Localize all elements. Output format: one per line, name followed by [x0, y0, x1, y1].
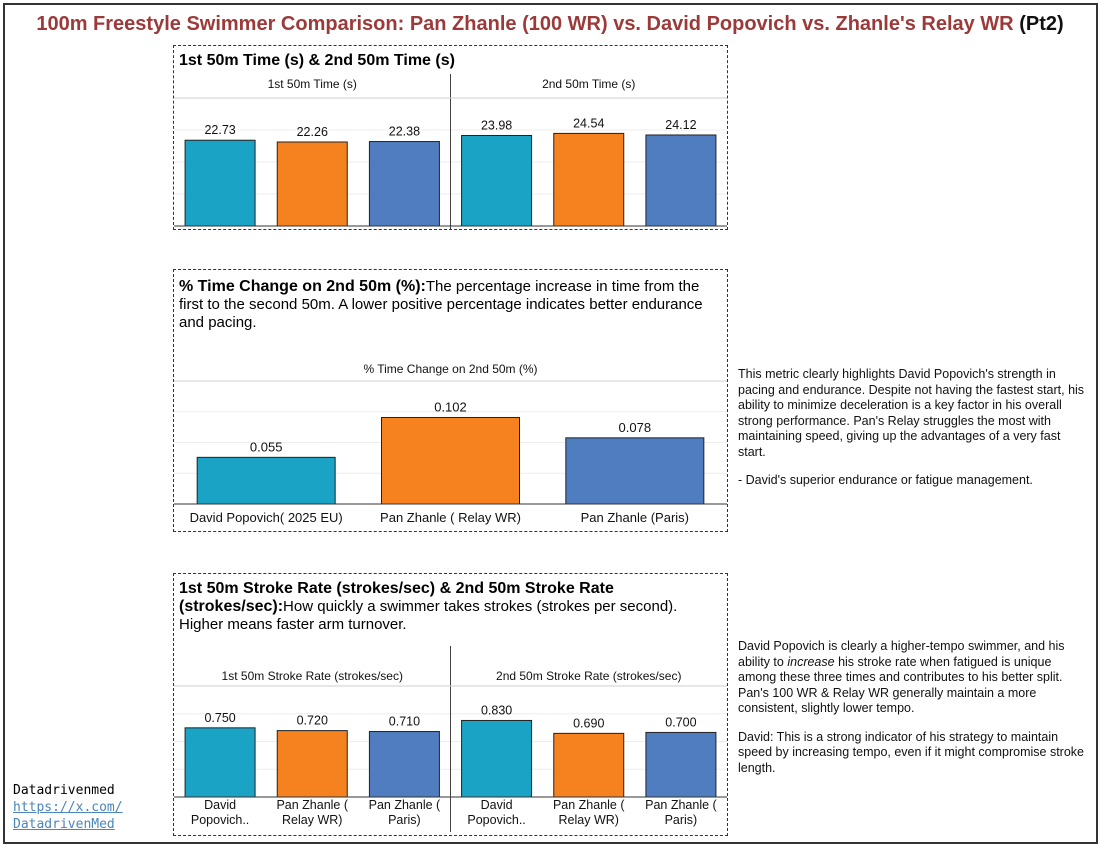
panel-pct-change: % Time Change on 2nd 50m (%):The percent…: [173, 269, 728, 532]
bar-value-label: 0.690: [573, 716, 604, 730]
category-label: Paris): [665, 813, 698, 827]
author-name: Datadrivenmed: [13, 783, 115, 798]
bar: [196, 456, 336, 505]
panel-header-label: 1st 50m Stroke Rate (strokes/sec): [222, 669, 403, 683]
bar-value-label: 0.102: [434, 399, 467, 414]
page-title: 100m Freestyle Swimmer Comparison: Pan Z…: [36, 13, 1064, 35]
bar-value-label: 0.720: [297, 714, 328, 728]
bar-value-label: 22.73: [204, 123, 235, 137]
bar: [184, 139, 256, 227]
panel-split-times-title: 1st 50m Time (s) & 2nd 50m Time (s): [179, 52, 455, 69]
category-label: David: [204, 798, 236, 812]
stroke-rate-note: David Popovich is clearly a higher-tempo…: [738, 639, 1088, 789]
bar: [381, 416, 520, 505]
category-label: Relay WR): [559, 813, 619, 827]
category-label: Paris): [388, 813, 421, 827]
bar-value-label: 0.078: [619, 420, 652, 435]
category-label: Popovich..: [467, 813, 525, 827]
panel-pct-change-title: % Time Change on 2nd 50m (%):The percent…: [179, 278, 703, 331]
bar: [645, 134, 717, 227]
pct-change-chart: % Time Change on 2nd 50m (%) 0.055 David P…: [174, 362, 727, 525]
bar-value-label: 0.700: [665, 715, 696, 729]
pct-note-paragraph-2: - David's superior endurance or fatigue …: [738, 473, 1033, 487]
author-credit: Datadrivenmed https://x.com/DatadrivenMe…: [13, 782, 123, 833]
category-label: Pan Zhanle (: [276, 798, 348, 812]
bar: [276, 730, 348, 798]
bar-value-label: 0.830: [481, 703, 512, 717]
bar: [368, 141, 440, 227]
bar-value-label: 24.12: [665, 118, 696, 132]
stroke-note-paragraph-2: David: This is a strong indicator of his…: [738, 729, 1084, 775]
bar-value-label: 0.710: [389, 715, 420, 729]
panel-split-times: 1st 50m Time (s) & 2nd 50m Time (s) 1st …: [173, 45, 728, 230]
panel-header-label: 2nd 50m Time (s): [542, 77, 635, 91]
stroke-note-paragraph-1: David Popovich is clearly a higher-tempo…: [738, 639, 1065, 715]
bar: [553, 132, 625, 227]
dashboard-frame: [3, 3, 1098, 844]
category-label: Pan Zhanle (Paris): [581, 510, 689, 525]
stroke-rate-chart: 1st 50m Stroke Rate (strokes/sec) 0.750 Da…: [174, 646, 727, 832]
pct-change-note: This metric clearly highlights David Pop…: [738, 367, 1088, 502]
bar: [553, 732, 625, 798]
category-label: Pan Zhanle (: [369, 798, 441, 812]
panel-header-label: % Time Change on 2nd 50m (%): [363, 362, 537, 376]
category-label: Pan Zhanle (: [645, 798, 717, 812]
panel-header-label: 1st 50m Time (s): [268, 77, 357, 91]
category-label: Relay WR): [282, 813, 342, 827]
category-label: Pan Zhanle (: [553, 798, 625, 812]
panel-stroke-rate: 1st 50m Stroke Rate (strokes/sec) & 2nd …: [173, 573, 728, 836]
bar-value-label: 22.26: [297, 125, 328, 139]
bar: [461, 135, 533, 227]
bar: [461, 719, 533, 798]
bar: [645, 731, 717, 798]
category-label: Pan Zhanle ( Relay WR): [380, 510, 521, 525]
category-label: David Popovich( 2025 EU): [190, 510, 343, 525]
bar-value-label: 0.750: [204, 711, 235, 725]
bar-value-label: 22.38: [389, 125, 420, 139]
panel-header-label: 2nd 50m Stroke Rate (strokes/sec): [496, 669, 681, 683]
category-label: David: [481, 798, 513, 812]
bar: [565, 437, 705, 505]
author-link[interactable]: https://x.com/DatadrivenMed: [13, 800, 123, 832]
category-label: Popovich..: [191, 813, 249, 827]
split-times-chart: 1st 50m Time (s)22.73David Popovic..22.2…: [174, 74, 727, 229]
pct-note-paragraph-1: This metric clearly highlights David Pop…: [738, 367, 1085, 459]
bar: [184, 727, 256, 798]
bar: [368, 731, 440, 798]
bar-value-label: 24.54: [573, 116, 604, 130]
bar: [276, 141, 348, 227]
bar-value-label: 23.98: [481, 119, 512, 133]
bar-value-label: 0.055: [250, 439, 283, 454]
panel-stroke-rate-title: 1st 50m Stroke Rate (strokes/sec) & 2nd …: [179, 580, 678, 633]
